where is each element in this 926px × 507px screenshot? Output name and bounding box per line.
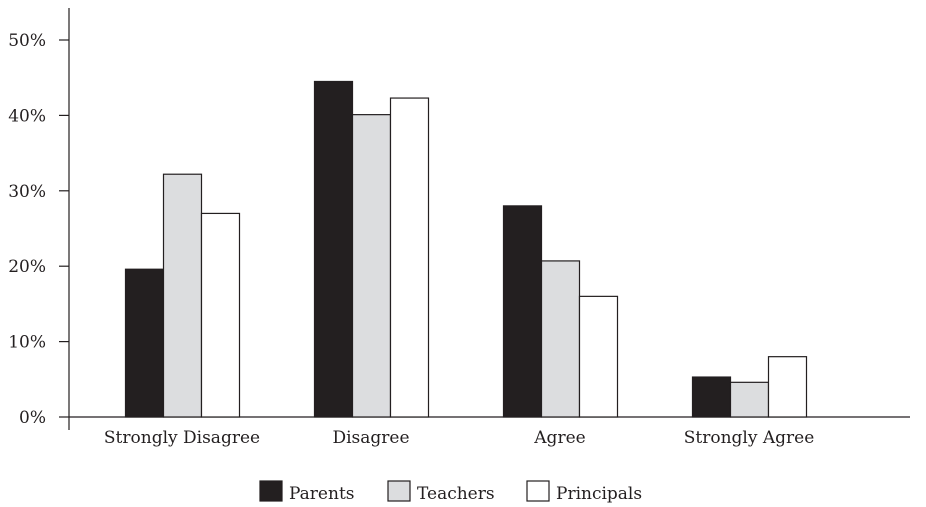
y-tick-label: 50%	[8, 31, 46, 51]
legend-label-principals: Principals	[556, 484, 642, 504]
category-label: Strongly Disagree	[104, 428, 260, 448]
y-tick-label: 30%	[8, 182, 46, 202]
x-axis-labels: Strongly Disagree Disagree Agree Strongly A…	[104, 428, 814, 448]
bar-principals-1	[200, 212, 241, 418]
bar-principals-2	[389, 97, 430, 418]
y-tick-label: 10%	[8, 333, 46, 353]
bar-teachers-4	[729, 381, 770, 418]
bar-parents-2	[313, 80, 354, 418]
y-tick-label: 0%	[19, 408, 46, 428]
bar-principals-4	[767, 356, 808, 418]
bar-parents-3	[502, 205, 543, 418]
legend-swatch-parents	[259, 480, 283, 502]
y-tick-label: 40%	[8, 106, 46, 126]
category-label: Disagree	[332, 428, 409, 448]
bar-teachers-3	[540, 260, 581, 418]
legend: Parents Teachers Principals	[259, 480, 642, 504]
bar-teachers-2	[351, 114, 392, 418]
bar-parents-4	[691, 376, 732, 418]
legend-swatch-teachers	[387, 480, 411, 502]
category-label: Strongly Agree	[684, 428, 815, 448]
bar-teachers-1	[162, 173, 203, 418]
bar-parents-1	[124, 268, 165, 418]
bars	[124, 80, 808, 418]
legend-swatch-principals	[526, 480, 550, 502]
legend-label-teachers: Teachers	[417, 484, 495, 504]
y-tick-label: 20%	[8, 257, 46, 277]
bar-principals-3	[578, 295, 619, 418]
category-label: Agree	[533, 428, 585, 448]
legend-label-parents: Parents	[289, 484, 355, 504]
y-axis-ticks: 0% 10% 20% 30% 40% 50%	[8, 31, 69, 428]
